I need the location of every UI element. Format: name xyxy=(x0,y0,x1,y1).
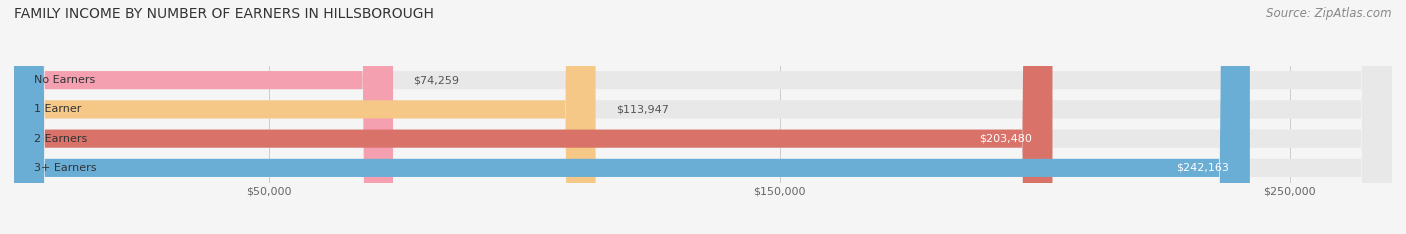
Text: 3+ Earners: 3+ Earners xyxy=(35,163,97,173)
Text: $74,259: $74,259 xyxy=(413,75,460,85)
Text: Source: ZipAtlas.com: Source: ZipAtlas.com xyxy=(1267,7,1392,20)
Text: 2 Earners: 2 Earners xyxy=(35,134,87,144)
FancyBboxPatch shape xyxy=(14,0,394,234)
FancyBboxPatch shape xyxy=(14,0,1250,234)
FancyBboxPatch shape xyxy=(14,0,1392,234)
Text: $203,480: $203,480 xyxy=(979,134,1032,144)
Text: No Earners: No Earners xyxy=(35,75,96,85)
Text: $113,947: $113,947 xyxy=(616,104,669,114)
Text: $242,163: $242,163 xyxy=(1177,163,1229,173)
Text: FAMILY INCOME BY NUMBER OF EARNERS IN HILLSBOROUGH: FAMILY INCOME BY NUMBER OF EARNERS IN HI… xyxy=(14,7,434,21)
FancyBboxPatch shape xyxy=(14,0,1392,234)
FancyBboxPatch shape xyxy=(14,0,1053,234)
FancyBboxPatch shape xyxy=(14,0,596,234)
FancyBboxPatch shape xyxy=(14,0,1392,234)
Text: 1 Earner: 1 Earner xyxy=(35,104,82,114)
FancyBboxPatch shape xyxy=(14,0,1392,234)
